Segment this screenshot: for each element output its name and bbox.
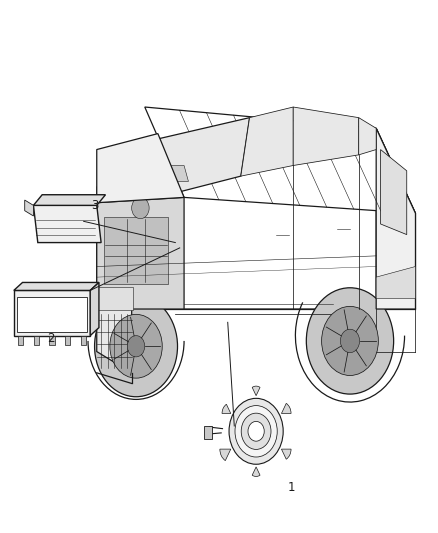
Polygon shape [158, 118, 250, 197]
Circle shape [321, 306, 378, 375]
Polygon shape [33, 195, 106, 205]
Wedge shape [282, 449, 291, 459]
Circle shape [229, 398, 283, 464]
Polygon shape [376, 266, 416, 298]
FancyBboxPatch shape [18, 336, 23, 345]
Wedge shape [220, 449, 231, 461]
Polygon shape [33, 205, 101, 243]
Polygon shape [97, 171, 158, 203]
Circle shape [241, 413, 271, 449]
FancyBboxPatch shape [204, 426, 212, 439]
Text: 2: 2 [47, 332, 55, 345]
Circle shape [110, 314, 162, 378]
Polygon shape [97, 128, 376, 309]
Polygon shape [376, 128, 416, 309]
Circle shape [306, 288, 394, 394]
FancyBboxPatch shape [34, 336, 39, 345]
Polygon shape [293, 107, 359, 165]
Polygon shape [376, 128, 416, 309]
Wedge shape [222, 405, 231, 414]
FancyBboxPatch shape [65, 336, 71, 345]
Circle shape [132, 197, 149, 219]
Wedge shape [282, 403, 291, 414]
FancyBboxPatch shape [104, 217, 168, 284]
Circle shape [95, 296, 177, 397]
Polygon shape [14, 290, 90, 336]
Polygon shape [97, 197, 184, 309]
Polygon shape [145, 107, 416, 213]
Circle shape [340, 329, 360, 353]
Circle shape [248, 422, 264, 441]
Polygon shape [97, 134, 184, 203]
Polygon shape [381, 150, 407, 235]
Circle shape [235, 406, 277, 457]
Polygon shape [14, 282, 99, 290]
Polygon shape [25, 200, 33, 216]
FancyBboxPatch shape [81, 336, 86, 345]
Polygon shape [158, 165, 188, 181]
FancyBboxPatch shape [96, 287, 133, 310]
Text: 3: 3 [91, 199, 98, 212]
FancyBboxPatch shape [17, 297, 87, 332]
Polygon shape [90, 282, 99, 336]
Circle shape [127, 336, 145, 357]
Wedge shape [252, 467, 260, 477]
Wedge shape [252, 386, 260, 395]
FancyBboxPatch shape [49, 336, 55, 345]
Polygon shape [241, 107, 293, 176]
Polygon shape [359, 118, 376, 155]
Text: 1: 1 [287, 481, 295, 494]
Polygon shape [97, 309, 132, 373]
